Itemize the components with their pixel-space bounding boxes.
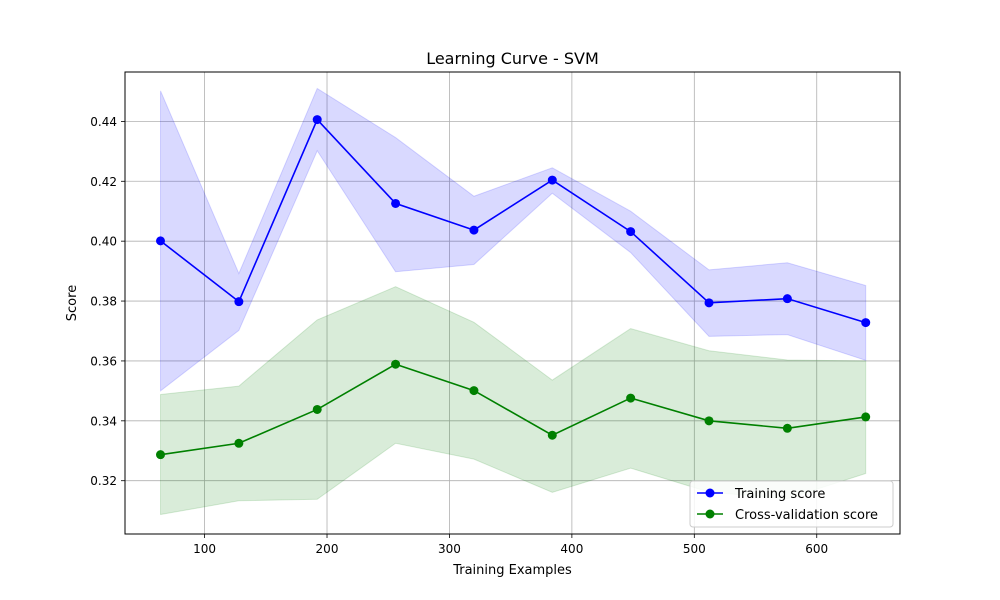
training-point [469,225,479,235]
legend: Training score Cross-validation score [689,480,894,528]
legend-training-marker [705,488,715,498]
x-tick-label: 100 [193,542,216,556]
training-point [626,227,636,237]
legend-box [689,480,894,528]
x-tick-label: 500 [683,542,706,556]
cv-band [160,286,867,516]
cv-point [782,423,792,433]
x-tick-label: 600 [805,542,828,556]
series-points [156,115,871,460]
confidence-bands [160,87,867,516]
x-tick-label: 400 [560,542,583,556]
legend-cv-marker [705,509,715,519]
cv-point [156,450,166,460]
x-tick-label: 200 [316,542,339,556]
cv-point [547,430,557,440]
training-point [312,115,322,125]
cv-point [234,438,244,448]
training-point [156,236,166,246]
x-tick-label: 300 [438,542,461,556]
y-tick-label: 0.32 [90,474,117,488]
y-tick-label: 0.40 [90,235,117,249]
axis-ticks: 100 200 300 400 500 600 0.32 0.34 0.36 0.38 0.40 0.… [90,115,828,556]
training-point [861,318,871,328]
y-tick-label: 0.44 [90,115,117,129]
cv-point [704,416,714,426]
training-point [391,198,401,208]
legend-training-label: Training score [734,487,825,502]
plot-frame [124,71,901,535]
cv-line [160,363,866,456]
cv-point [312,404,322,414]
training-point [782,294,792,304]
training-line [160,118,866,324]
y-tick-label: 0.34 [90,414,117,428]
cv-point [626,393,636,403]
training-band [160,87,867,392]
training-point [547,175,557,185]
series-lines [160,118,866,456]
y-tick-label: 0.36 [90,354,117,368]
chart-title: Learning Curve - SVM [426,49,599,68]
training-point [704,298,714,308]
legend-cv-label: Cross-validation score [735,508,878,523]
cv-point [469,386,479,396]
training-point [234,297,244,307]
y-tick-label: 0.42 [90,175,117,189]
x-axis-label: Training Examples [452,563,572,578]
cv-point [391,359,401,369]
y-axis-label: Score [65,285,80,321]
cv-point [861,412,871,422]
y-tick-label: 0.38 [90,295,117,309]
